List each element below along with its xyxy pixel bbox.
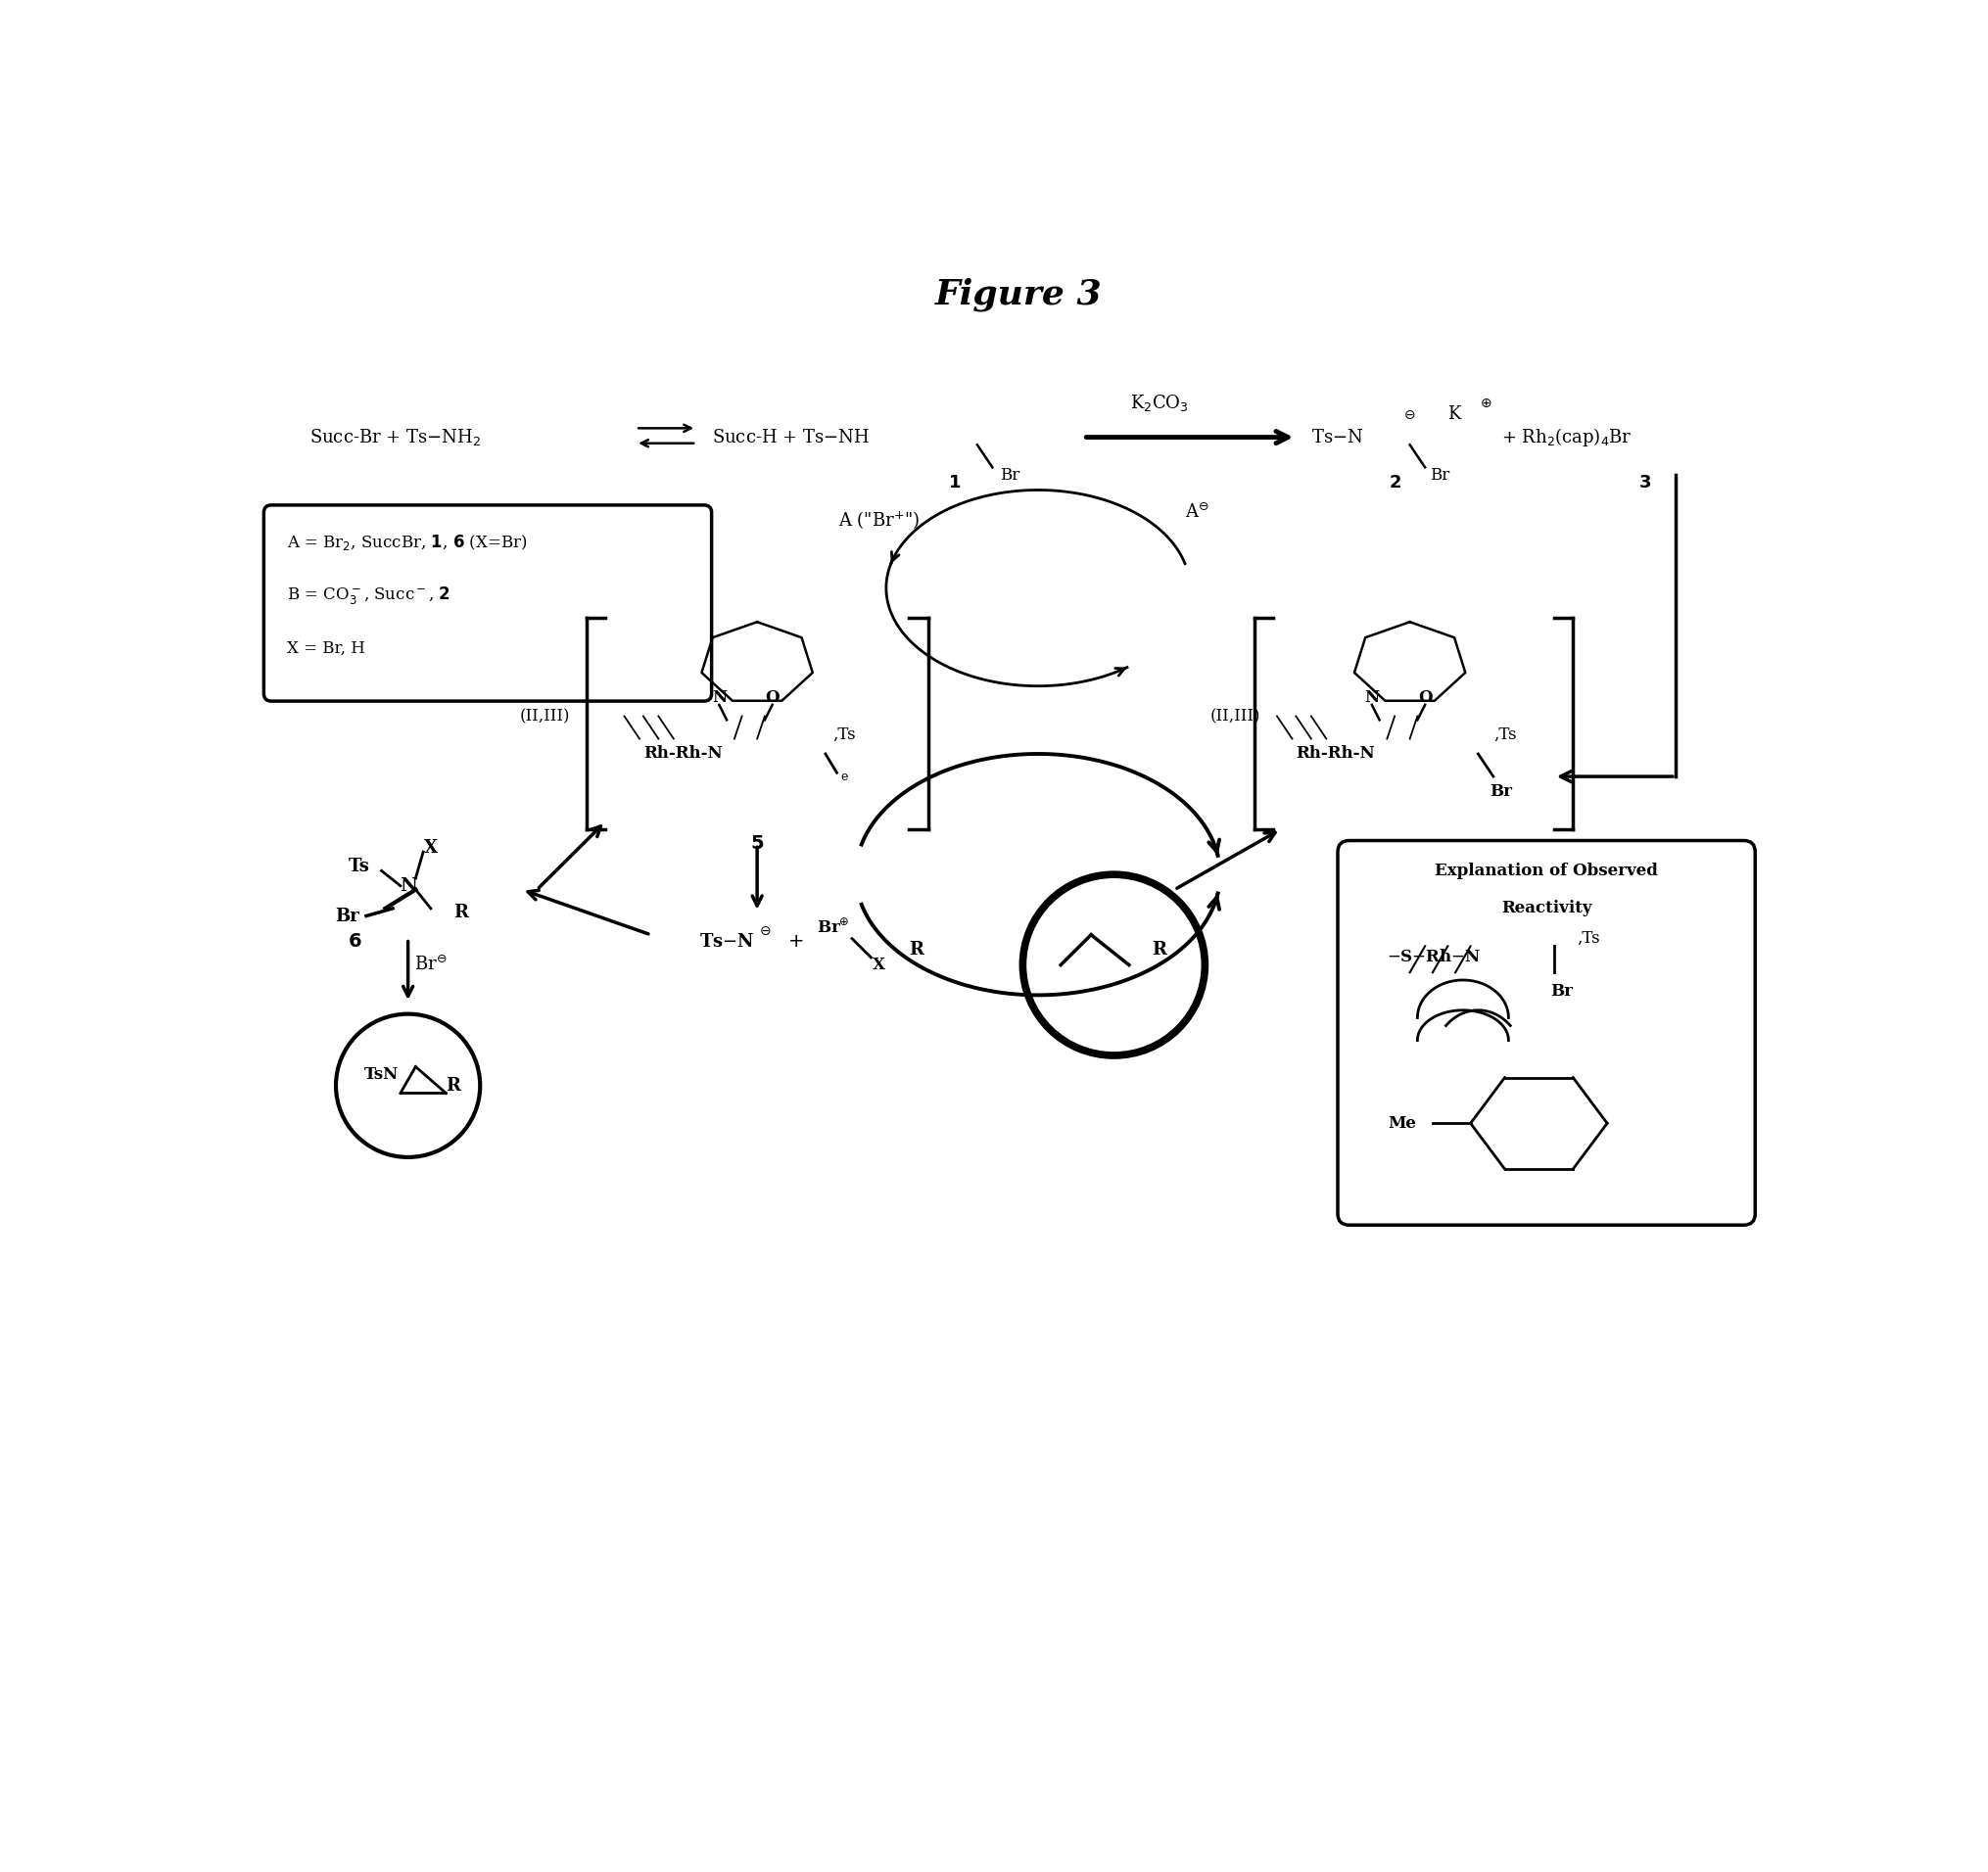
- Text: Ts$-$N: Ts$-$N: [1310, 429, 1362, 446]
- Text: Br: Br: [1549, 983, 1573, 1000]
- Text: ,Ts: ,Ts: [1493, 726, 1515, 743]
- Text: N: N: [712, 689, 726, 706]
- Text: $\mathbf{2}$: $\mathbf{2}$: [1388, 474, 1400, 490]
- Text: e: e: [841, 769, 847, 782]
- Text: Succ-H + Ts$-$NH: Succ-H + Ts$-$NH: [712, 429, 869, 446]
- Text: X = Br, H: X = Br, H: [286, 640, 364, 657]
- Text: B = CO$_3^-$, Succ$^-$, $\mathbf{2}$: B = CO$_3^-$, Succ$^-$, $\mathbf{2}$: [286, 584, 449, 607]
- Text: TsN: TsN: [364, 1065, 398, 1082]
- Text: Br: Br: [1000, 466, 1020, 483]
- Text: Rh-Rh-N: Rh-Rh-N: [1296, 745, 1374, 762]
- Text: $\mathbf{5}$: $\mathbf{5}$: [749, 835, 763, 854]
- Text: $\mathbf{1}$: $\mathbf{1}$: [948, 474, 960, 490]
- Text: X: X: [873, 957, 885, 973]
- Text: $\ominus$: $\ominus$: [1404, 408, 1415, 421]
- Text: $\oplus$: $\oplus$: [1479, 397, 1491, 410]
- Text: Succ-Br + Ts$-$NH$_2$: Succ-Br + Ts$-$NH$_2$: [310, 427, 481, 447]
- Text: $+$ Rh$_2$(cap)$_4$Br: $+$ Rh$_2$(cap)$_4$Br: [1501, 427, 1630, 449]
- Text: R: R: [453, 904, 469, 921]
- Text: O: O: [765, 689, 779, 706]
- Text: R: R: [445, 1076, 461, 1095]
- Text: Br$^{\ominus}$: Br$^{\ominus}$: [414, 955, 447, 975]
- Text: Br: Br: [336, 908, 360, 925]
- FancyBboxPatch shape: [1338, 841, 1753, 1224]
- Text: X: X: [423, 839, 437, 857]
- Text: $\ominus$: $\ominus$: [757, 925, 771, 938]
- Text: Explanation of Observed: Explanation of Observed: [1433, 863, 1658, 880]
- Text: $\mathbf{6}$: $\mathbf{6}$: [348, 934, 362, 951]
- Text: A = Br$_2$, SuccBr, $\mathbf{1}$, $\mathbf{6}$ (X=Br): A = Br$_2$, SuccBr, $\mathbf{1}$, $\math…: [286, 534, 527, 552]
- Text: Reactivity: Reactivity: [1501, 900, 1590, 917]
- Text: Me: Me: [1388, 1116, 1415, 1131]
- Text: K: K: [1447, 406, 1459, 423]
- Text: A$^{\ominus}$: A$^{\ominus}$: [1185, 504, 1209, 522]
- Text: Figure 3: Figure 3: [934, 277, 1101, 311]
- Text: (II,III): (II,III): [519, 708, 569, 724]
- Text: ,Ts: ,Ts: [1576, 930, 1598, 947]
- Text: Rh-Rh-N: Rh-Rh-N: [642, 745, 722, 762]
- Text: Ts: Ts: [348, 857, 370, 876]
- Text: Br: Br: [1429, 466, 1449, 483]
- Text: $-$S$-$Rh$-$N: $-$S$-$Rh$-$N: [1386, 949, 1481, 966]
- Text: N: N: [400, 876, 417, 895]
- Text: Br: Br: [1489, 782, 1511, 799]
- Text: ,Ts: ,Ts: [833, 726, 855, 743]
- Text: A ("Br$^{+}$"): A ("Br$^{+}$"): [837, 509, 918, 532]
- Text: K$_2$CO$_3$: K$_2$CO$_3$: [1129, 393, 1189, 414]
- Text: N: N: [1364, 689, 1378, 706]
- Text: R: R: [909, 942, 922, 958]
- FancyBboxPatch shape: [264, 505, 712, 702]
- Text: O: O: [1417, 689, 1431, 706]
- Text: R: R: [1151, 942, 1167, 958]
- Text: $+$: $+$: [787, 934, 803, 951]
- Text: (II,III): (II,III): [1209, 708, 1260, 724]
- Text: $\mathbf{3}$: $\mathbf{3}$: [1638, 474, 1650, 490]
- Text: Ts$-$N: Ts$-$N: [700, 934, 753, 951]
- Text: Br$^{\oplus}$: Br$^{\oplus}$: [817, 919, 849, 938]
